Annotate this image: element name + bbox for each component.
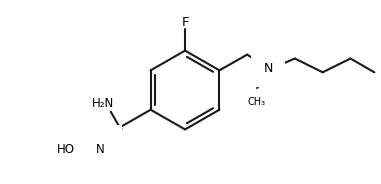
Text: HO: HO	[57, 143, 75, 156]
Text: H₂N: H₂N	[92, 97, 114, 110]
Text: N: N	[263, 62, 273, 75]
Text: N: N	[96, 143, 104, 156]
Text: F: F	[181, 16, 189, 29]
Text: CH₃: CH₃	[247, 97, 265, 107]
